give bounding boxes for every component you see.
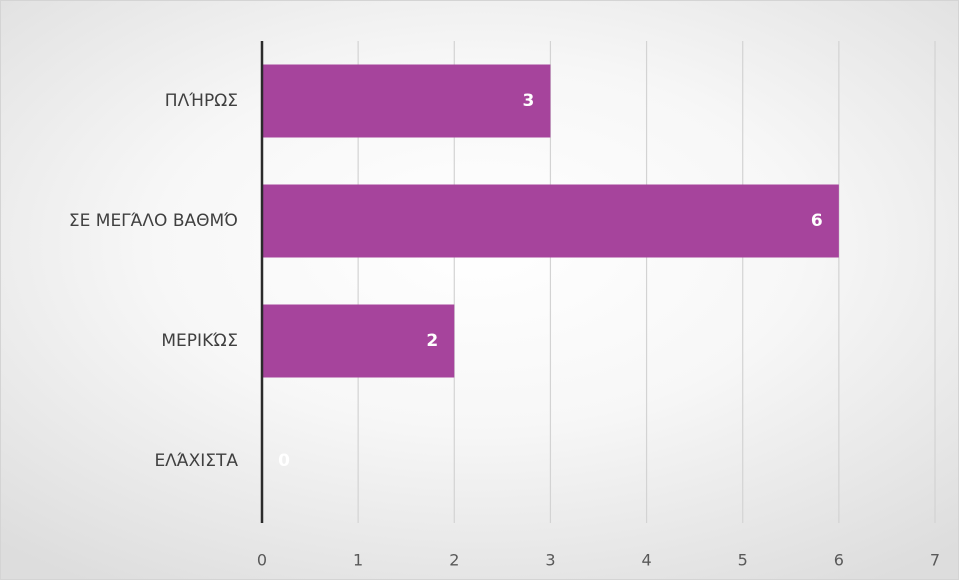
x-tick-label-1: 1 <box>353 551 363 570</box>
x-tick-label-2: 2 <box>449 551 459 570</box>
category-label-0: ΠΛΉΡΩΣ <box>165 91 238 111</box>
x-tick-label-5: 5 <box>738 551 748 570</box>
x-tick-label-4: 4 <box>641 551 651 570</box>
data-label-3: 0 <box>278 451 290 471</box>
x-tick-label-7: 7 <box>930 551 940 570</box>
x-tick-label-0: 0 <box>257 551 267 570</box>
category-label-1: ΣΕ ΜΕΓΆΛΟ ΒΑΘΜΌ <box>69 211 238 231</box>
data-label-0: 3 <box>523 91 535 111</box>
bar-2 <box>262 304 455 378</box>
x-tick-label-6: 6 <box>834 551 844 570</box>
category-label-3: ΕΛΆΧΙΣΤΑ <box>154 451 238 471</box>
data-label-2: 2 <box>426 331 438 351</box>
bar-0 <box>262 64 551 138</box>
data-label-1: 6 <box>811 211 823 231</box>
x-tick-label-3: 3 <box>545 551 555 570</box>
category-label-2: ΜΕΡΙΚΏΣ <box>161 331 238 351</box>
bar-1 <box>262 184 839 258</box>
